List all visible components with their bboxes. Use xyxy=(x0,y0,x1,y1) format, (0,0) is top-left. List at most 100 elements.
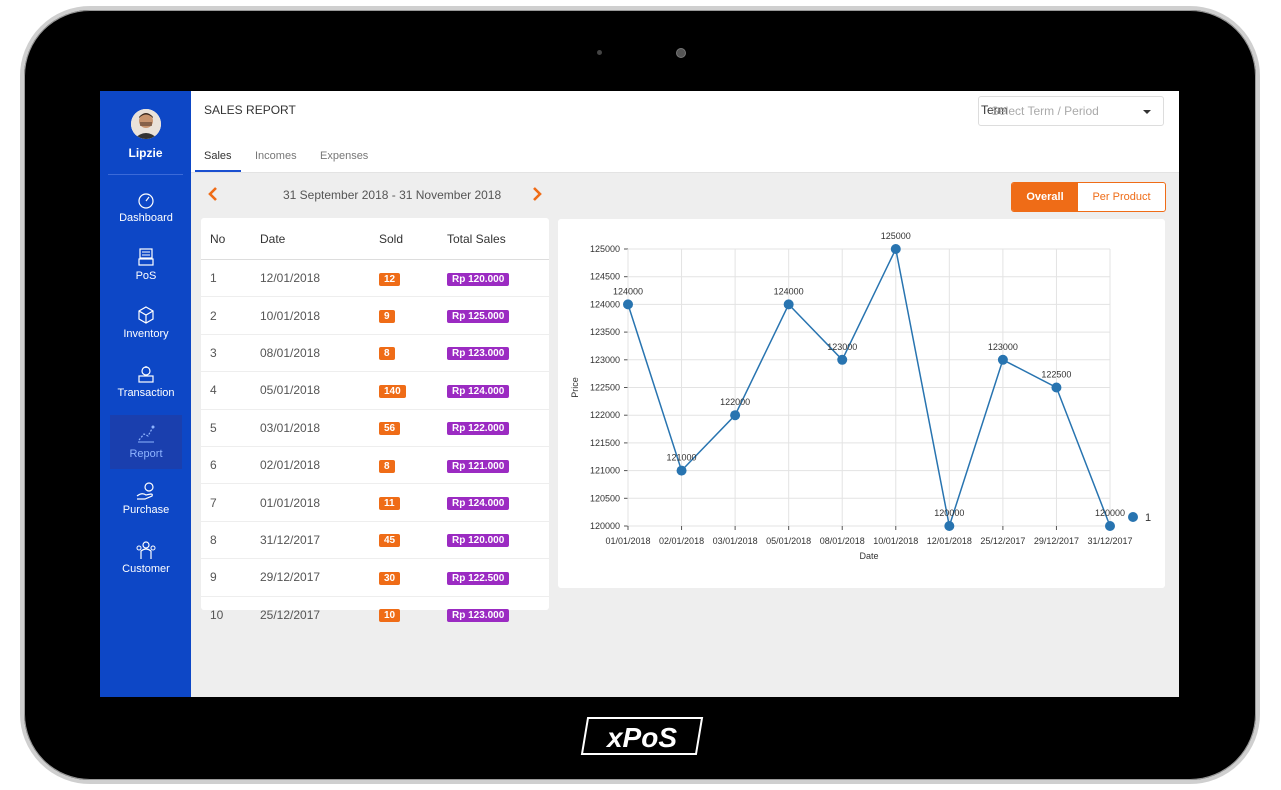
sidebar-item-label: Report xyxy=(129,448,163,460)
column-header-no: No xyxy=(201,218,259,260)
row-sold: 56 xyxy=(378,409,446,447)
data-label: 123000 xyxy=(988,342,1018,352)
table-row[interactable]: 10 25/12/2017 10 Rp 123.000 xyxy=(201,596,549,634)
sold-badge: 12 xyxy=(379,272,401,286)
next-period-icon[interactable] xyxy=(530,186,544,202)
x-axis-label: Date xyxy=(859,551,878,561)
data-point xyxy=(730,410,741,421)
line-chart: 120000 120500 121000 121500 122000 122500 1230… xyxy=(570,231,1151,561)
row-total: Rp 120.000 xyxy=(446,521,549,560)
sidebar-item-label: Customer xyxy=(122,563,170,575)
pos-icon xyxy=(138,248,154,266)
sidebar-item-customer[interactable]: Customer xyxy=(110,540,182,594)
row-total: Rp 123.000 xyxy=(446,334,549,373)
data-label: 120000 xyxy=(1095,508,1125,518)
table-row[interactable]: 2 10/01/2018 9 Rp 125.000 xyxy=(201,296,549,335)
tab-sales[interactable]: Sales xyxy=(204,150,232,162)
total-sales-badge: Rp 122.500 xyxy=(447,571,510,585)
sidebar-divider xyxy=(108,174,183,175)
row-date: 08/01/2018 xyxy=(259,334,378,373)
sidebar-item-transaction[interactable]: Transaction xyxy=(110,364,182,418)
y-tick-label: 123000 xyxy=(590,355,620,365)
sidebar-item-label: PoS xyxy=(135,270,157,282)
sidebar-item-purchase[interactable]: Purchase xyxy=(110,481,182,535)
row-no: 7 xyxy=(201,483,259,522)
sold-badge: 140 xyxy=(379,384,406,398)
chart-icon xyxy=(138,425,155,443)
top-bar: SALES REPORT Term Select Term / Period xyxy=(191,91,1179,134)
row-date: 31/12/2017 xyxy=(259,521,378,560)
row-total: Rp 123.000 xyxy=(446,596,549,634)
row-no: 1 xyxy=(201,259,259,298)
row-no: 2 xyxy=(201,296,259,335)
avatar[interactable] xyxy=(131,109,161,139)
y-tick-label: 121500 xyxy=(590,438,620,448)
x-tick-label: 02/01/2018 xyxy=(659,536,704,546)
x-tick-label: 29/12/2017 xyxy=(1034,536,1079,546)
x-tick-label: 01/01/2018 xyxy=(605,536,650,546)
sidebar-item-pos[interactable]: PoS xyxy=(110,247,182,301)
row-no: 4 xyxy=(201,371,259,410)
row-date: 29/12/2017 xyxy=(259,558,378,597)
sold-badge: 10 xyxy=(379,609,401,623)
x-tick-label: 10/01/2018 xyxy=(873,536,918,546)
row-sold: 8 xyxy=(378,446,446,485)
table-row[interactable]: 6 02/01/2018 8 Rp 121.000 xyxy=(201,446,549,485)
sold-badge: 56 xyxy=(379,422,401,436)
row-date: 05/01/2018 xyxy=(259,371,378,410)
data-label: 123000 xyxy=(827,342,857,352)
sales-table: No Date Sold Total Sales 1 12/01/2018 12 Rp… xyxy=(201,218,549,634)
sales-chart: 120000 120500 121000 121500 122000 122500 1230… xyxy=(558,219,1165,588)
row-no: 9 xyxy=(201,558,259,597)
series-line xyxy=(627,246,1111,527)
y-tick-label: 120000 xyxy=(590,521,620,531)
x-tick-label: 31/12/2017 xyxy=(1087,536,1132,546)
total-sales-badge: Rp 124.000 xyxy=(447,384,510,398)
data-point xyxy=(890,244,901,254)
data-point xyxy=(997,354,1008,365)
previous-period-icon[interactable] xyxy=(206,186,220,202)
y-tick-label: 124000 xyxy=(590,299,620,309)
total-sales-badge: Rp 120.000 xyxy=(447,534,510,548)
table-row[interactable]: 5 03/01/2018 56 Rp 122.000 xyxy=(201,409,549,447)
total-sales-badge: Rp 123.000 xyxy=(447,609,510,623)
sidebar-item-inventory[interactable]: Inventory xyxy=(110,305,182,359)
data-label: 120000 xyxy=(934,508,964,518)
column-header-date: Date xyxy=(259,218,378,260)
table-row[interactable]: 3 08/01/2018 8 Rp 123.000 xyxy=(201,334,549,373)
table-row[interactable]: 8 31/12/2017 45 Rp 120.000 xyxy=(201,521,549,560)
tab-expenses[interactable]: Expenses xyxy=(320,150,369,162)
row-date: 25/12/2017 xyxy=(259,596,378,634)
row-total: Rp 122.000 xyxy=(446,409,549,447)
table-row[interactable]: 4 05/01/2018 140 Rp 124.000 xyxy=(201,371,549,410)
sidebar-item-dashboard[interactable]: Dashboard xyxy=(110,191,182,245)
table-header-row: No Date Sold Total Sales xyxy=(201,218,549,260)
table-row[interactable]: 9 29/12/2017 30 Rp 122.500 xyxy=(201,558,549,597)
y-tick-label: 120500 xyxy=(590,493,620,503)
data-point xyxy=(783,299,794,310)
row-no: 6 xyxy=(201,446,259,485)
transaction-icon xyxy=(138,366,154,383)
row-sold: 10 xyxy=(378,596,446,634)
row-sold: 8 xyxy=(378,334,446,373)
total-sales-badge: Rp 120.000 xyxy=(447,272,510,286)
table-row[interactable]: 1 12/01/2018 12 Rp 120.000 xyxy=(201,259,549,298)
data-label: 124000 xyxy=(613,286,643,296)
table-row[interactable]: 7 01/01/2018 11 Rp 124.000 xyxy=(201,483,549,522)
row-date: 03/01/2018 xyxy=(259,409,378,447)
per-product-button[interactable]: Per Product xyxy=(1092,191,1151,203)
total-sales-badge: Rp 123.000 xyxy=(447,347,510,361)
data-label: 122000 xyxy=(720,397,750,407)
app-screen: Lipzie Dashboard PoS Inventory Transacti… xyxy=(100,91,1179,697)
row-total: Rp 122.500 xyxy=(446,558,549,597)
y-tick-label: 121000 xyxy=(590,466,620,476)
sidebar-item-report[interactable]: Report xyxy=(110,415,182,469)
overall-button[interactable]: Overall xyxy=(1012,183,1078,211)
total-sales-badge: Rp 122.000 xyxy=(447,422,510,436)
term-select[interactable]: Select Term / Period xyxy=(978,96,1164,126)
data-label: 125000 xyxy=(881,231,911,241)
x-tick-label: 03/01/2018 xyxy=(713,536,758,546)
row-no: 8 xyxy=(201,521,259,560)
tab-incomes[interactable]: Incomes xyxy=(255,150,297,162)
row-sold: 140 xyxy=(378,371,446,410)
